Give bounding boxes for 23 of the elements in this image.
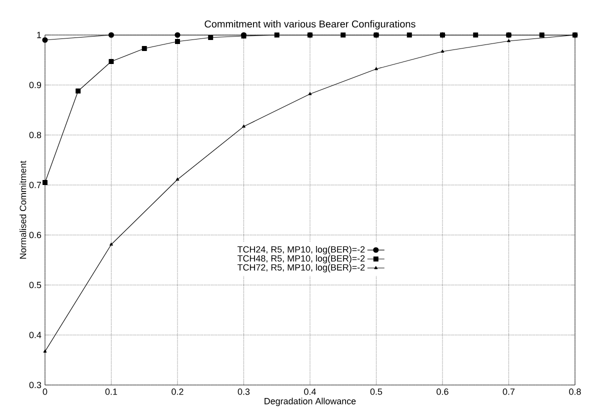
chart-title: Commitment with various Bearer Configurations: [204, 20, 416, 30]
x-tick-label: 0.6: [436, 388, 448, 395]
x-tick-label: 0.2: [172, 388, 184, 395]
x-tick-label: 0: [42, 388, 48, 395]
legend-label: TCH24, R5, MP10, log(BER)=-2: [237, 246, 365, 254]
y-tick-label: 0.3: [29, 382, 42, 388]
legend-label: TCH48, R5, MP10, log(BER)=-2: [237, 255, 365, 264]
y-tick-label: 0.8: [29, 132, 42, 138]
x-tick-label: 0.4: [304, 388, 316, 395]
x-tick-label: 0.5: [370, 388, 382, 395]
y-axis-title: Normalised Commitment: [20, 160, 26, 259]
y-tick-label: 0.4: [29, 332, 42, 338]
y-tick-label: 1: [37, 32, 42, 38]
x-axis-title: Degradation Allowance: [264, 398, 356, 406]
x-tick-label: 0.7: [502, 388, 515, 395]
x-tick-label: 0.3: [238, 388, 250, 395]
y-tick-label: 0.5: [29, 282, 42, 288]
y-tick-label: 0.7: [29, 182, 42, 188]
y-tick-label: 0.9: [29, 82, 42, 88]
y-tick-label: 0.6: [29, 232, 42, 238]
x-tick-label: 0.8: [569, 388, 581, 395]
x-tick-label: 0.1: [105, 388, 118, 395]
legend-label: TCH72, R5, MP10, log(BER)=-2: [237, 264, 365, 272]
